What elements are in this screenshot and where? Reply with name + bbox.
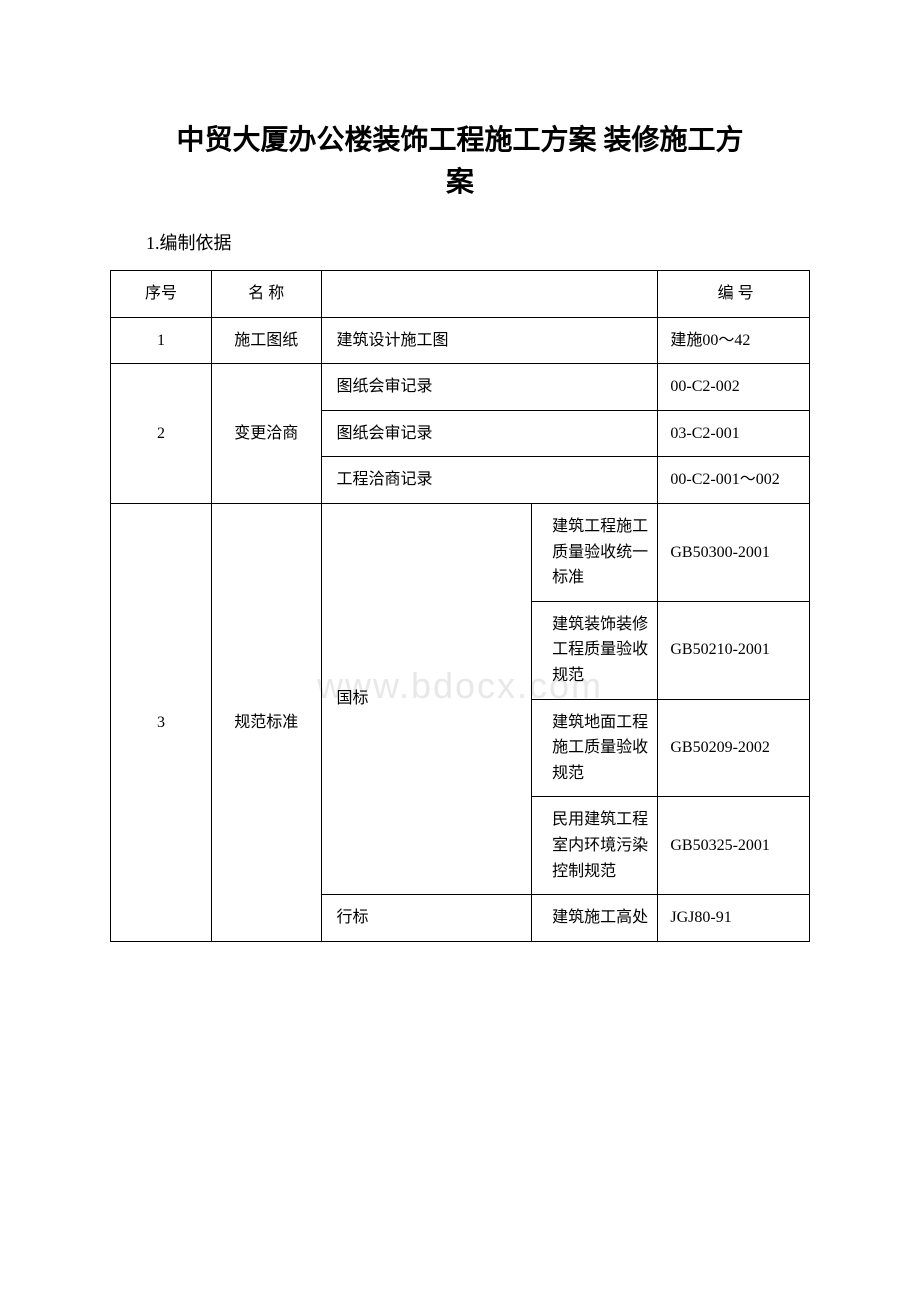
cell-code: GB50210-2001 [658,601,810,699]
cell-name: 施工图纸 [212,317,321,364]
cell-sub: 建筑工程施工质量验收统一标准 [532,503,658,601]
cell-sub: 建筑施工高处 [532,895,658,942]
cell-seq: 3 [111,503,212,941]
header-code: 编 号 [658,271,810,318]
cell-desc: 建筑设计施工图 [321,317,658,364]
table-header-row: 序号 名 称 编 号 [111,271,810,318]
cell-name: 变更洽商 [212,364,321,504]
title-line-2: 案 [446,167,474,198]
cell-code: 03-C2-001 [658,410,810,457]
cell-code: GB50209-2002 [658,699,810,797]
cell-sub: 民用建筑工程室内环境污染控制规范 [532,797,658,895]
document-content: 中贸大厦办公楼装饰工程施工方案 装修施工方 案 1.编制依据 序号 名 称 编 … [110,120,810,942]
table-row: 1 施工图纸 建筑设计施工图 建施00～42 [111,317,810,364]
cell-code: GB50325-2001 [658,797,810,895]
cell-code: 建施00～42 [658,317,810,364]
cell-desc: 图纸会审记录 [321,410,658,457]
cell-code: 00-C2-002 [658,364,810,411]
cell-sub: 建筑装饰装修工程质量验收规范 [532,601,658,699]
table-row: 3 规范标准 国标 建筑工程施工质量验收统一标准 GB50300-2001 [111,503,810,601]
cell-desc: 图纸会审记录 [321,364,658,411]
document-title: 中贸大厦办公楼装饰工程施工方案 装修施工方 案 [110,120,810,204]
basis-table: 序号 名 称 编 号 1 施工图纸 建筑设计施工图 建施00～42 2 变更洽商… [110,270,810,942]
cell-code: GB50300-2001 [658,503,810,601]
header-desc-blank [321,271,658,318]
cell-sub: 建筑地面工程施工质量验收规范 [532,699,658,797]
cell-seq: 2 [111,364,212,504]
cell-std: 国标 [321,503,532,894]
header-name: 名 称 [212,271,321,318]
table-row: 2 变更洽商 图纸会审记录 00-C2-002 [111,364,810,411]
title-line-1: 中贸大厦办公楼装饰工程施工方案 装修施工方 [176,125,743,156]
cell-name: 规范标准 [212,503,321,941]
section-heading: 1.编制依据 [110,229,810,255]
cell-std: 行标 [321,895,532,942]
cell-desc: 工程洽商记录 [321,457,658,504]
header-seq: 序号 [111,271,212,318]
cell-code: JGJ80-91 [658,895,810,942]
cell-seq: 1 [111,317,212,364]
cell-code: 00-C2-001～002 [658,457,810,504]
